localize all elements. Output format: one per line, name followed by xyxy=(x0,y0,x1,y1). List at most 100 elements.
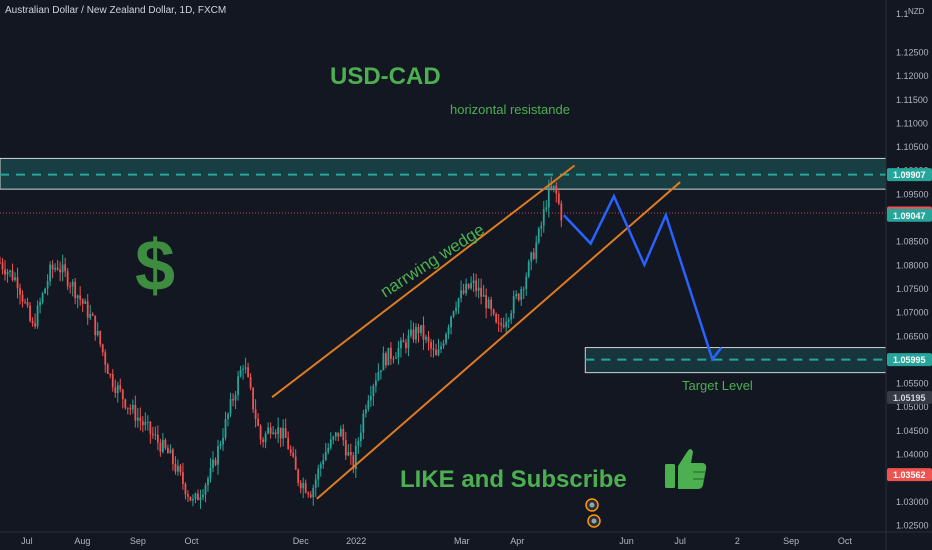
candle-body xyxy=(452,311,455,317)
candle-139 xyxy=(347,443,350,457)
candle-body xyxy=(242,368,244,370)
candle-body xyxy=(339,428,342,437)
candle-117 xyxy=(292,446,295,459)
candle-body xyxy=(36,305,39,327)
candle-147 xyxy=(367,395,370,412)
candle-59 xyxy=(146,415,149,431)
candle-body xyxy=(247,367,249,377)
candle-15 xyxy=(36,300,39,329)
candle-151 xyxy=(377,363,380,382)
candle-body xyxy=(34,323,36,327)
candle-body xyxy=(450,316,452,328)
price-tick-label: 1.05500 xyxy=(896,379,929,389)
candle-76 xyxy=(189,496,192,502)
candle-156 xyxy=(390,341,392,365)
candle-224 xyxy=(560,200,563,228)
candle-body xyxy=(81,299,84,304)
candle-body xyxy=(79,295,82,300)
candle-body xyxy=(457,298,460,308)
price-tick-label: 1.07500 xyxy=(896,284,929,294)
candle-body xyxy=(415,326,417,340)
candle-51 xyxy=(126,407,129,415)
candle-148 xyxy=(369,385,372,407)
candle-body xyxy=(39,302,41,306)
candle-29 xyxy=(71,279,74,297)
candle-body xyxy=(390,347,392,359)
candle-130 xyxy=(324,442,327,462)
candle-174 xyxy=(435,343,437,356)
candle-173 xyxy=(432,339,435,358)
candle-58 xyxy=(144,412,147,431)
candle-body xyxy=(109,373,112,375)
candle-163 xyxy=(407,329,410,357)
candle-209 xyxy=(522,286,525,299)
candle-171 xyxy=(427,330,430,351)
candle-66 xyxy=(164,438,167,450)
candle-body xyxy=(44,288,47,294)
candle-body xyxy=(272,432,275,434)
candle-157 xyxy=(392,355,395,364)
candle-body xyxy=(362,413,365,433)
candle-205 xyxy=(512,290,515,319)
candle-146 xyxy=(364,404,367,418)
candle-85 xyxy=(212,451,214,473)
candle-32 xyxy=(79,286,82,306)
candle-body xyxy=(387,347,390,366)
candle-78 xyxy=(194,492,197,504)
candle-body xyxy=(179,465,182,473)
candle-83 xyxy=(207,476,209,492)
candle-body xyxy=(402,340,405,343)
candle-162 xyxy=(405,338,407,354)
candle-33 xyxy=(81,298,84,313)
candle-body xyxy=(437,349,440,356)
candle-17 xyxy=(41,291,44,305)
candle-138 xyxy=(344,431,347,460)
candle-body xyxy=(24,301,26,303)
price-label-0: 1.09907 xyxy=(887,168,932,182)
candle-body xyxy=(287,437,290,450)
candle-body xyxy=(465,283,467,294)
candle-20 xyxy=(49,261,52,286)
candle-body xyxy=(555,185,558,194)
candle-152 xyxy=(379,370,382,380)
candle-37 xyxy=(91,312,94,317)
candle-body xyxy=(367,400,370,410)
candle-body xyxy=(259,425,262,440)
candle-67 xyxy=(166,444,169,454)
candle-body xyxy=(119,385,122,390)
candle-95 xyxy=(237,370,239,401)
candle-133 xyxy=(332,435,335,445)
candle-body xyxy=(174,463,177,472)
candle-158 xyxy=(395,352,397,359)
candle-19 xyxy=(46,274,49,296)
candle-125 xyxy=(312,484,315,506)
candle-153 xyxy=(382,346,385,371)
price-tick-label: 1.04000 xyxy=(896,449,929,459)
candle-body xyxy=(425,336,427,340)
thumbs-up-icon xyxy=(665,449,707,489)
wedge-upper-line xyxy=(271,164,576,399)
candle-body xyxy=(114,387,117,394)
candle-body xyxy=(64,264,67,272)
candle-120 xyxy=(299,480,302,494)
candle-215 xyxy=(537,226,540,245)
candle-body xyxy=(495,313,498,323)
candle-62 xyxy=(154,426,157,441)
candle-116 xyxy=(289,445,292,456)
candle-body xyxy=(146,421,149,423)
candle-21 xyxy=(51,260,54,279)
candle-body xyxy=(522,288,525,290)
thumbs-up-cuff xyxy=(665,464,675,488)
price-label-4: 1.05195 xyxy=(887,390,932,404)
candle-body xyxy=(29,305,31,321)
dollar-sign-icon: $ xyxy=(135,226,175,306)
candle-86 xyxy=(214,457,217,467)
candle-0 xyxy=(0,256,1,264)
candle-1 xyxy=(1,257,4,275)
candle-176 xyxy=(440,341,442,354)
candle-55 xyxy=(136,408,139,428)
candle-50 xyxy=(124,398,127,410)
candle-106 xyxy=(264,431,267,449)
